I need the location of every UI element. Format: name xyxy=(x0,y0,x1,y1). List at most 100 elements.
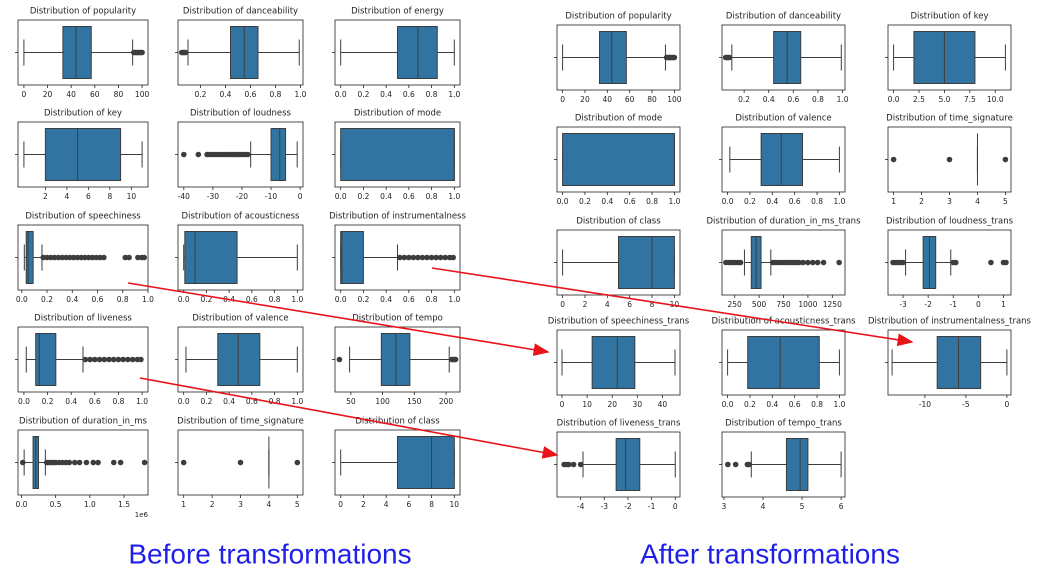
outlier xyxy=(244,151,251,158)
chart-title: Distribution of mode xyxy=(575,114,662,124)
outlier xyxy=(66,459,73,466)
x-tick-label: -10 xyxy=(919,400,931,409)
x-tick-label: 3 xyxy=(947,197,952,206)
chart-title: Distribution of popularity xyxy=(565,12,671,22)
outlier xyxy=(139,49,145,56)
chart-title: Distribution of popularity xyxy=(30,7,136,17)
outlier xyxy=(90,459,97,466)
outlier xyxy=(106,356,112,363)
x-tick-label: 10 xyxy=(670,300,680,309)
x-tick-label: 200 xyxy=(439,397,454,406)
x-tick-label: 0.8 xyxy=(811,400,823,409)
outlier xyxy=(437,254,444,261)
x-tick-label: 0.6 xyxy=(624,197,636,206)
x-tick-label: 0.0 xyxy=(335,192,347,201)
box xyxy=(270,128,287,181)
x-tick-label: 0.2 xyxy=(744,400,756,409)
outlier xyxy=(129,356,136,363)
x-tick-label: 60 xyxy=(90,90,100,99)
box xyxy=(618,236,675,289)
outlier xyxy=(126,254,132,261)
x-tick-label: 0.2 xyxy=(200,397,212,406)
x-tick-label: 0.2 xyxy=(357,192,369,201)
x-tick-label: 20 xyxy=(607,400,617,409)
x-tick-label: 4 xyxy=(267,500,272,509)
chart-title: Distribution of danceability xyxy=(726,12,841,22)
box xyxy=(615,438,641,491)
outlier xyxy=(820,259,827,266)
outlier xyxy=(809,259,816,266)
outlier xyxy=(566,461,572,468)
outlier xyxy=(141,254,148,261)
outlier xyxy=(1002,156,1009,163)
outlier xyxy=(726,54,733,61)
x-tick-label: -30 xyxy=(207,192,219,201)
x-tick-label: 0.6 xyxy=(403,295,415,304)
outlier xyxy=(180,459,187,466)
x-tick-label: 1.0 xyxy=(448,192,460,201)
x-tick-label: 0.4 xyxy=(380,295,392,304)
chart-title: Distribution of class xyxy=(355,417,440,427)
x-tick-label: 7.5 xyxy=(964,95,976,104)
x-tick-label: 0.8 xyxy=(269,295,281,304)
outlier xyxy=(450,254,456,261)
outlier xyxy=(952,259,959,266)
x-tick-label: 40 xyxy=(66,90,76,99)
x-tick-label: 6 xyxy=(406,500,411,509)
outlier xyxy=(96,356,103,363)
x-tick-label: -1 xyxy=(950,300,958,309)
x-tick-label: 0 xyxy=(338,500,343,509)
x-tick-label: 40 xyxy=(603,95,613,104)
x-tick-label: 0.6 xyxy=(92,295,104,304)
caption: Before transformations xyxy=(128,538,411,569)
outlier xyxy=(101,356,108,363)
outlier xyxy=(115,356,122,363)
box xyxy=(760,133,804,186)
x-tick-label: 150 xyxy=(407,397,422,406)
x-tick-label: 8 xyxy=(650,300,655,309)
x-tick-label: -3 xyxy=(899,300,907,309)
x-tick-label: 0.2 xyxy=(41,295,53,304)
outlier xyxy=(428,254,435,261)
box xyxy=(598,31,627,84)
chart-title: Distribution of tempo_trans xyxy=(725,419,842,429)
x-tick-label: 0 xyxy=(560,400,565,409)
chart-title: Distribution of loudness_trans xyxy=(886,217,1014,227)
x-tick-label: 0 xyxy=(298,192,303,201)
x-tick-label: 0.0 xyxy=(16,295,28,304)
x-tick-label: 80 xyxy=(647,95,657,104)
x-tick-label: 2.5 xyxy=(913,95,925,104)
x-tick-label: 1.0 xyxy=(668,197,680,206)
chart-title: Distribution of time_signature xyxy=(886,114,1013,124)
x-tick-label: 0.5 xyxy=(50,500,62,509)
x-tick-label: 0.0 xyxy=(722,197,734,206)
x-tick-label: -4 xyxy=(577,502,585,511)
x-tick-label: -3 xyxy=(601,502,609,511)
x-tick-label: 0 xyxy=(560,95,565,104)
outlier xyxy=(182,49,189,56)
outlier xyxy=(900,259,906,266)
x-tick-label: 250 xyxy=(728,300,743,309)
x-tick-label: 2 xyxy=(919,197,924,206)
x-tick-label: 0.0 xyxy=(335,295,347,304)
chart-title: Distribution of time_signature xyxy=(177,417,304,427)
offset-label: 1e6 xyxy=(135,511,149,519)
x-tick-label: 1.0 xyxy=(142,295,154,304)
outlier xyxy=(396,254,403,261)
outlier xyxy=(82,356,89,363)
x-tick-label: 0 xyxy=(673,502,678,511)
outlier xyxy=(577,461,584,468)
outlier xyxy=(125,356,131,363)
arrow xyxy=(139,377,559,459)
x-tick-label: 80 xyxy=(114,90,124,99)
x-tick-label: 0.4 xyxy=(380,192,392,201)
x-tick-label: 6 xyxy=(86,192,91,201)
chart-title: Distribution of liveness_trans xyxy=(557,419,681,429)
x-tick-label: 40 xyxy=(658,400,668,409)
x-tick-label: 100 xyxy=(667,95,682,104)
box xyxy=(591,336,636,389)
outlier xyxy=(83,459,90,466)
x-tick-label: 1.0 xyxy=(833,400,845,409)
box xyxy=(217,333,261,386)
x-tick-label: 500 xyxy=(752,300,767,309)
